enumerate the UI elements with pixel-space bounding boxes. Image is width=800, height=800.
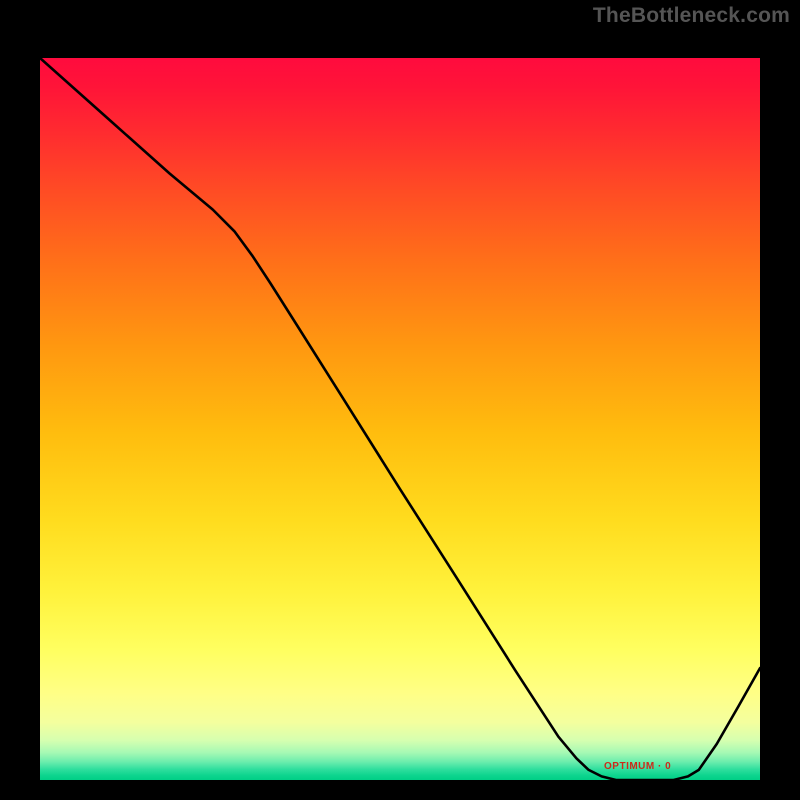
chart-curve — [40, 58, 760, 780]
chart-frame: OPTIMUM · 0 — [0, 28, 800, 800]
chart-plot-area: OPTIMUM · 0 — [40, 58, 760, 780]
optimum-marker-label: OPTIMUM · 0 — [604, 761, 671, 772]
watermark-text: TheBottleneck.com — [593, 4, 790, 28]
